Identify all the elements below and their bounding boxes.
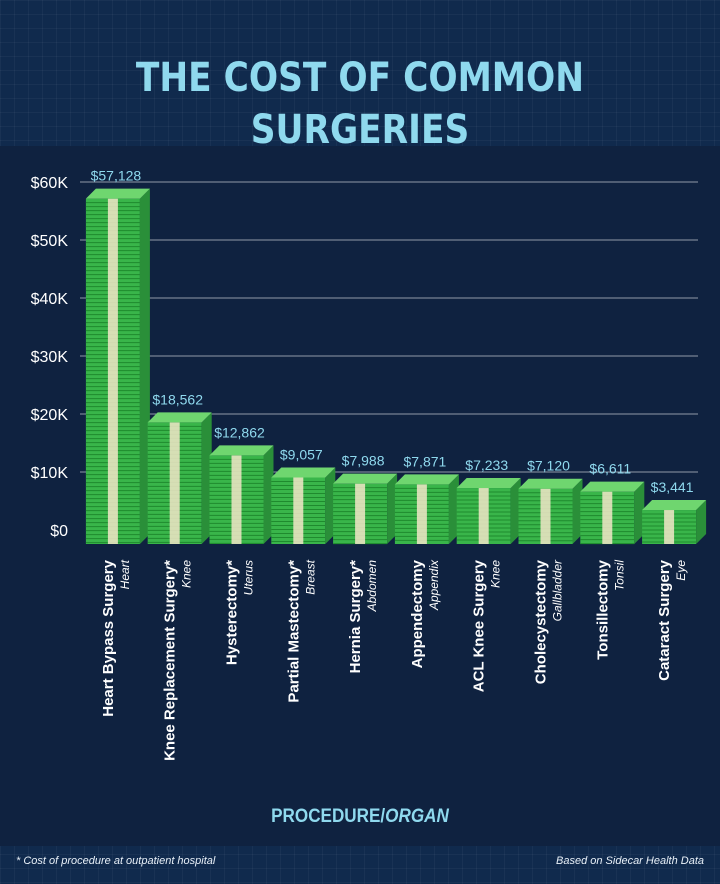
- bar-top: [147, 412, 212, 423]
- x-tick-label-group: Tonsillectomy Tonsil: [594, 559, 626, 659]
- value-label: $7,871: [403, 453, 446, 469]
- bar-top: [333, 473, 398, 484]
- bar-top: [85, 188, 150, 199]
- bar: [580, 481, 645, 545]
- y-tick-label: $40K: [31, 291, 69, 308]
- x-tick-label: Cataract Surgery: [656, 559, 673, 681]
- bar-side: [263, 445, 274, 544]
- y-tick-label: $0: [50, 523, 68, 540]
- x-tick-label-group: Partial Mastectomy* Breast: [285, 559, 317, 702]
- paper-band: [478, 488, 489, 544]
- organ-label: Gallbladder: [551, 559, 565, 621]
- bar: [642, 500, 707, 544]
- bar-top: [642, 500, 707, 511]
- paper-band: [540, 488, 551, 544]
- y-tick-label: $10K: [31, 465, 69, 482]
- x-tick-label-group: Hernia Surgery* Abdomen: [347, 560, 379, 674]
- x-tick-label: Tonsillectomy: [594, 559, 611, 659]
- value-label: $6,611: [589, 461, 631, 477]
- x-tick-label: Cholecystectomy: [533, 559, 550, 684]
- x-tick-label: Partial Mastectomy*: [285, 560, 302, 703]
- paper-band: [231, 455, 242, 544]
- organ-label: Eye: [674, 560, 688, 581]
- x-tick-label: Knee Replacement Surgery*: [162, 560, 179, 761]
- bar-top: [456, 478, 521, 489]
- bar-side: [510, 478, 521, 544]
- bar: [518, 478, 583, 544]
- value-label: $3,441: [651, 479, 694, 495]
- value-label: $18,562: [152, 391, 203, 407]
- bar-top: [518, 478, 583, 489]
- bar-top: [271, 467, 336, 478]
- bar-top: [209, 445, 274, 456]
- y-tick-label: $20K: [31, 407, 69, 424]
- value-label: $12,862: [214, 424, 265, 440]
- paper-band: [169, 422, 180, 544]
- organ-label: Uterus: [242, 560, 256, 595]
- value-label: $7,988: [342, 453, 385, 469]
- y-tick-label: $50K: [31, 233, 69, 250]
- bar: [85, 188, 150, 544]
- bar-side: [201, 412, 212, 544]
- source-note: Based on Sidecar Health Data: [556, 855, 704, 867]
- footnote: * Cost of procedure at outpatient hospit…: [16, 855, 216, 867]
- x-tick-label: ACL Knee Surgery: [471, 559, 488, 692]
- x-tick-label: Hernia Surgery*: [347, 560, 364, 674]
- bar-top: [580, 481, 645, 492]
- bar: [147, 412, 212, 544]
- paper-band: [602, 491, 613, 544]
- bar: [271, 467, 336, 544]
- x-tick-label-group: Knee Replacement Surgery* Knee: [162, 560, 194, 761]
- paper-band: [664, 510, 675, 544]
- bar: [456, 478, 521, 544]
- x-tick-label-group: Heart Bypass Surgery Heart: [100, 559, 132, 716]
- value-label: $9,057: [280, 446, 323, 462]
- x-axis-title: PROCEDURE/ORGAN: [36, 806, 684, 828]
- x-tick-label: Appendectomy: [409, 559, 426, 668]
- bar-side: [634, 481, 645, 544]
- bar-side: [696, 500, 707, 544]
- paper-band: [355, 483, 366, 544]
- x-tick-label-group: Appendectomy Appendix: [409, 559, 441, 668]
- bar-side: [325, 467, 336, 544]
- bar: [394, 474, 459, 544]
- y-tick-label: $30K: [31, 349, 69, 366]
- paper-band: [293, 477, 304, 544]
- paper-band: [416, 484, 427, 544]
- value-label: $57,128: [91, 168, 142, 184]
- x-tick-label: Hysterectomy*: [224, 560, 241, 665]
- organ-label: Knee: [489, 560, 503, 588]
- x-tick-label-group: Cataract Surgery Eye: [656, 559, 688, 681]
- organ-label: Heart: [118, 559, 132, 589]
- bar-side: [572, 478, 583, 544]
- bar-side: [139, 188, 150, 544]
- value-label: $7,120: [527, 458, 570, 474]
- x-axis-title-organ: ORGAN: [385, 806, 449, 827]
- bar-side: [448, 474, 459, 544]
- organ-label: Appendix: [427, 559, 441, 611]
- paper-band: [107, 198, 118, 544]
- bar: [209, 445, 274, 544]
- organ-label: Knee: [180, 560, 194, 588]
- bar: [333, 473, 398, 545]
- x-axis-title-procedure: PROCEDURE/: [271, 806, 386, 827]
- bar-side: [387, 473, 398, 544]
- x-tick-label-group: ACL Knee Surgery Knee: [471, 559, 503, 692]
- x-tick-label-group: Cholecystectomy Gallbladder: [533, 559, 565, 684]
- organ-label: Breast: [303, 559, 317, 594]
- organ-label: Tonsil: [612, 560, 626, 591]
- organ-label: Abdomen: [365, 560, 379, 613]
- y-tick-label: $60K: [31, 175, 69, 192]
- x-tick-label-group: Hysterectomy* Uterus: [224, 560, 256, 665]
- value-label: $7,233: [465, 457, 508, 473]
- x-tick-label: Heart Bypass Surgery: [100, 559, 117, 716]
- chart-title: THE COST OF COMMON SURGERIES: [135, 55, 585, 153]
- bar-top: [394, 474, 459, 485]
